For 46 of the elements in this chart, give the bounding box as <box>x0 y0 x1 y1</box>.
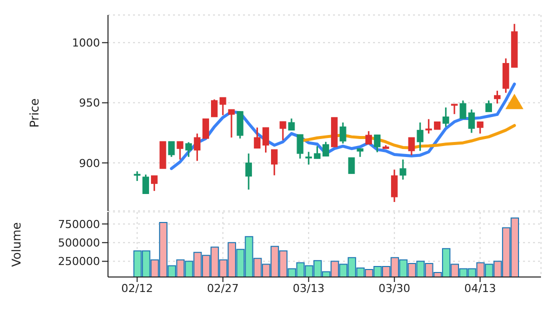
candlestick <box>296 134 304 160</box>
x-tick-label: 03/30 <box>378 282 410 295</box>
y-tick-label: 950 <box>79 96 100 110</box>
x-tick-label: 02/12 <box>121 282 154 295</box>
candlestick <box>202 118 210 139</box>
x-tick-label: 02/27 <box>207 282 239 295</box>
candlestick <box>185 141 192 158</box>
candlestick <box>476 121 484 134</box>
candlestick <box>340 122 346 144</box>
y-tick-label: 900 <box>79 156 100 170</box>
y-tick-label: 750000 <box>58 218 100 231</box>
x-tick-label: 03/13 <box>292 282 324 295</box>
candlestick <box>305 151 312 166</box>
y-tick-label: 250000 <box>58 255 100 268</box>
y-tick-label: 1000 <box>72 36 100 50</box>
candlestick <box>262 126 270 154</box>
candlestick <box>391 168 398 203</box>
y-tick-label: 500000 <box>58 236 100 250</box>
candlestick <box>322 141 330 157</box>
candlestick <box>220 96 226 116</box>
candlestick <box>254 126 260 149</box>
candlestick <box>271 148 278 176</box>
candlestick <box>194 132 200 162</box>
candlestick <box>425 118 432 134</box>
candlestick <box>442 106 450 128</box>
candlestick <box>228 108 235 138</box>
candlestick <box>374 134 381 153</box>
candlestick <box>151 174 158 192</box>
candlestick <box>400 158 406 180</box>
candlestick <box>168 140 175 158</box>
candlestick <box>142 174 150 194</box>
candlestick <box>416 122 424 152</box>
candlestick <box>408 136 415 156</box>
x-tick-label: 04/13 <box>464 282 496 295</box>
candlestick <box>211 98 218 118</box>
y-axis-title: Price <box>27 98 42 128</box>
candlestick <box>288 118 295 131</box>
candlestick <box>494 90 501 104</box>
candlestick <box>314 145 321 160</box>
candlestick <box>176 140 184 160</box>
candlestick <box>485 100 492 113</box>
candlestick <box>245 152 252 190</box>
candlestick <box>365 130 372 145</box>
candlestick <box>280 120 286 141</box>
candlestick <box>348 156 355 174</box>
y-axis-title: Volume <box>9 222 24 267</box>
